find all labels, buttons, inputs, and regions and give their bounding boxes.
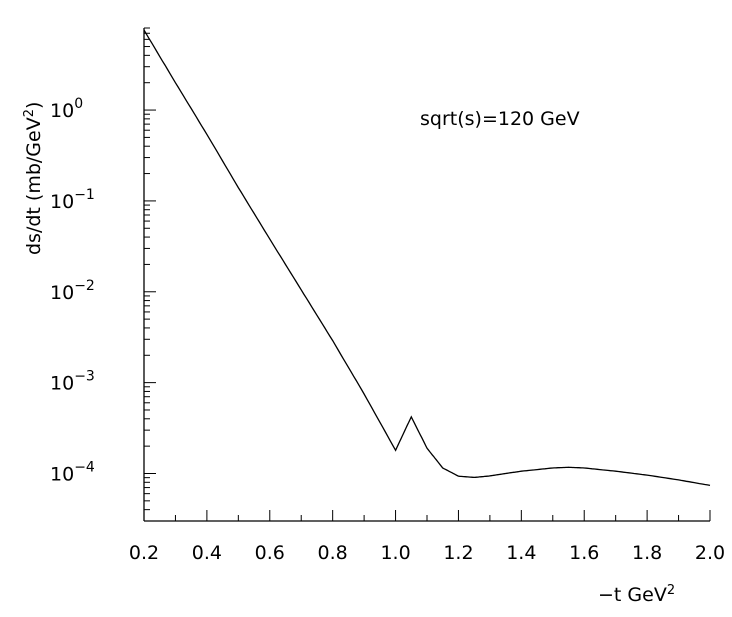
annotation-label: sqrt(s)=120 GeV xyxy=(420,108,580,130)
x-tick-label: 1.4 xyxy=(506,542,536,564)
y-tick-label-base: 10 xyxy=(50,191,74,213)
y-tick-label-exp: 0 xyxy=(74,96,83,112)
x-tick-label: 1.2 xyxy=(443,542,473,564)
y-tick-label-exp: −4 xyxy=(74,459,95,475)
x-tick-label: 1.6 xyxy=(569,542,599,564)
x-tick-label: 0.2 xyxy=(129,542,159,564)
y-tick-label: 10−3 xyxy=(50,369,95,395)
x-tick-label: 0.4 xyxy=(192,542,222,564)
x-axis-label-main: −t GeV xyxy=(598,584,667,606)
x-tick-label: 2.0 xyxy=(695,542,725,564)
x-tick-label: 0.8 xyxy=(318,542,348,564)
y-tick-label-exp: −3 xyxy=(74,369,95,385)
labels-layer: 0.2 0.4 0.6 0.8 1.0 1.2 1.4 1.6 1.8 2.010010−110−… xyxy=(50,96,725,564)
y-axis-label-main: ds/dt (mb/GeV xyxy=(23,117,45,255)
y-tick-label: 10−1 xyxy=(50,187,95,213)
y-tick-label: 10−2 xyxy=(50,278,95,304)
y-tick-label: 100 xyxy=(50,96,83,122)
series-line xyxy=(143,29,711,487)
y-axis-label-sup: 2 xyxy=(22,109,37,117)
x-tick-label: 1.8 xyxy=(632,542,662,564)
y-tick-label-base: 10 xyxy=(50,100,74,122)
ticks-layer xyxy=(143,27,711,522)
x-tick-label: 0.6 xyxy=(255,542,285,564)
y-axis-label-tail: ) xyxy=(23,102,45,109)
x-axis-label: −t GeV2 xyxy=(598,583,675,606)
x-axis-label-sup: 2 xyxy=(667,583,675,598)
y-axis-label: ds/dt (mb/GeV2) xyxy=(22,102,45,255)
y-tick-label: 10−4 xyxy=(50,459,95,485)
y-tick-label-exp: −1 xyxy=(74,187,95,203)
y-tick-label-exp: −2 xyxy=(74,278,95,294)
y-tick-label-base: 10 xyxy=(50,463,74,485)
y-tick-label-base: 10 xyxy=(50,373,74,395)
x-tick-label: 1.0 xyxy=(380,542,410,564)
y-tick-label-base: 10 xyxy=(50,282,74,304)
